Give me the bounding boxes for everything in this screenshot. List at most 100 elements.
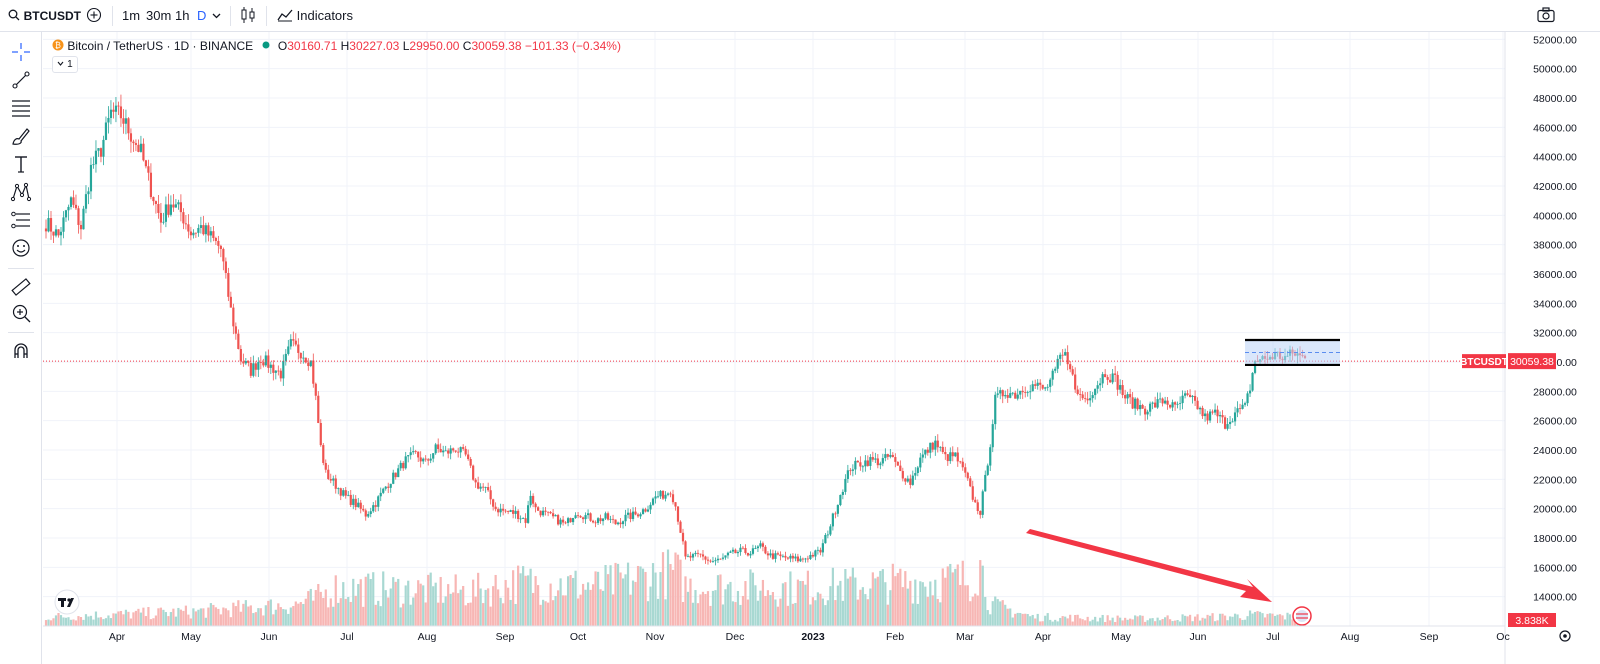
candle-body (599, 518, 602, 522)
ruler-icon[interactable] (10, 276, 32, 298)
candle-body (1094, 388, 1097, 396)
candle-body (1071, 369, 1074, 375)
candle-body (399, 462, 402, 469)
volume-bar (906, 588, 909, 626)
crosshair-icon[interactable] (10, 41, 32, 63)
indicators-button[interactable]: Indicators (277, 0, 353, 32)
low-value: 29950.00 (409, 39, 460, 53)
volume-bar (681, 602, 685, 626)
volume-bar (254, 612, 257, 626)
volume-bar (1134, 615, 1137, 626)
candle-body (379, 492, 382, 497)
tradingview-logo-icon[interactable] (54, 589, 80, 615)
volume-bar (1211, 613, 1214, 626)
candle-body (92, 164, 95, 166)
candle-body (1191, 395, 1194, 397)
volume-bar (524, 575, 527, 626)
volume-bar (327, 607, 330, 626)
candle-body (329, 478, 332, 481)
candle-body (611, 518, 615, 520)
candle-body (989, 447, 992, 466)
interval-1m[interactable]: 1m (122, 8, 141, 23)
annotation-arrow[interactable] (1026, 529, 1272, 602)
pattern-icon[interactable] (10, 181, 32, 203)
trend-line-icon[interactable] (10, 69, 32, 91)
candle-body (971, 486, 974, 500)
volume-bar (1261, 613, 1264, 626)
us-flag-icon[interactable] (1292, 606, 1312, 626)
price-chart[interactable]: 14000.00 16000.00 18000.00 20000.00 22000.00… (43, 32, 1600, 664)
settings-gear-icon[interactable] (1559, 630, 1571, 642)
volume-bar (69, 619, 73, 626)
snapshot-button[interactable] (1537, 0, 1555, 32)
volume-bar (696, 603, 700, 626)
candle-body (1091, 395, 1094, 399)
candle-body (527, 505, 530, 523)
symbol-search[interactable]: BTCUSDT (8, 0, 81, 32)
volume-bars (44, 549, 1307, 626)
candle-body (819, 549, 822, 553)
volume-bar (586, 582, 590, 626)
indicators-collapse-button[interactable]: 1 (52, 56, 78, 73)
volume-bar (1001, 600, 1004, 626)
volume-bar (437, 602, 440, 626)
compare-button[interactable] (86, 0, 102, 32)
candle-body (342, 490, 345, 496)
volume-bar (102, 619, 105, 626)
volume-bar (54, 615, 58, 626)
candle-body (134, 143, 138, 145)
volume-bar (1159, 620, 1162, 626)
volume-bar (616, 563, 620, 626)
interval-30m[interactable]: 30m (146, 8, 172, 23)
volume-bar (1054, 619, 1057, 626)
magnet-icon[interactable] (10, 340, 32, 362)
volume-bar (964, 585, 967, 626)
candle-body (1096, 385, 1099, 389)
candle-body (959, 461, 962, 463)
volume-bar (97, 617, 100, 626)
text-icon[interactable] (10, 153, 32, 175)
candle-body (1246, 393, 1249, 404)
volume-bar (274, 609, 277, 626)
volume-bar (1281, 615, 1284, 626)
interval-d[interactable]: D (197, 8, 207, 23)
emoji-icon[interactable] (10, 237, 32, 259)
volume-bar (1041, 621, 1044, 626)
candle-body (284, 353, 287, 361)
volume-bar (1226, 620, 1229, 626)
price-axis[interactable]: 14000.00 16000.00 18000.00 20000.00 22000.00… (1460, 32, 1577, 664)
candle-body (829, 526, 832, 535)
forecast-icon[interactable] (10, 209, 32, 231)
volume-bar (262, 615, 265, 626)
candle-body (272, 364, 275, 373)
interval-dropdown[interactable] (212, 0, 221, 32)
volume-bar (1086, 616, 1089, 626)
fib-retracement-icon[interactable] (10, 97, 32, 119)
volume-bar (299, 602, 302, 626)
candle-body (417, 451, 420, 458)
volume-bar (1256, 611, 1259, 626)
interval-1h[interactable]: 1h (175, 8, 190, 23)
candle-body (297, 344, 300, 353)
volume-bar (634, 581, 637, 626)
volume-bar (749, 569, 752, 626)
overlays (43, 338, 1505, 626)
candle-body (1193, 395, 1197, 401)
candle-body (614, 519, 617, 525)
volume-bar (789, 571, 792, 626)
time-axis[interactable]: Apr May Jun Jul Aug Sep Oct Nov Dec 2023 Feb Mar Apr… (43, 625, 1571, 643)
candle-body (926, 449, 929, 453)
brush-icon[interactable] (10, 125, 32, 147)
candle-body (1069, 364, 1072, 370)
zoom-in-icon[interactable] (10, 302, 32, 324)
candle-body (372, 505, 375, 512)
candle-body (1001, 390, 1004, 397)
candle-body (929, 442, 932, 453)
candle-body (322, 445, 325, 463)
candle-body (1076, 389, 1079, 395)
volume-bar (269, 599, 272, 626)
candle-body (97, 148, 100, 151)
volume-bar (1091, 619, 1094, 626)
volume-bar (809, 604, 812, 626)
chart-type-button[interactable] (240, 0, 256, 32)
